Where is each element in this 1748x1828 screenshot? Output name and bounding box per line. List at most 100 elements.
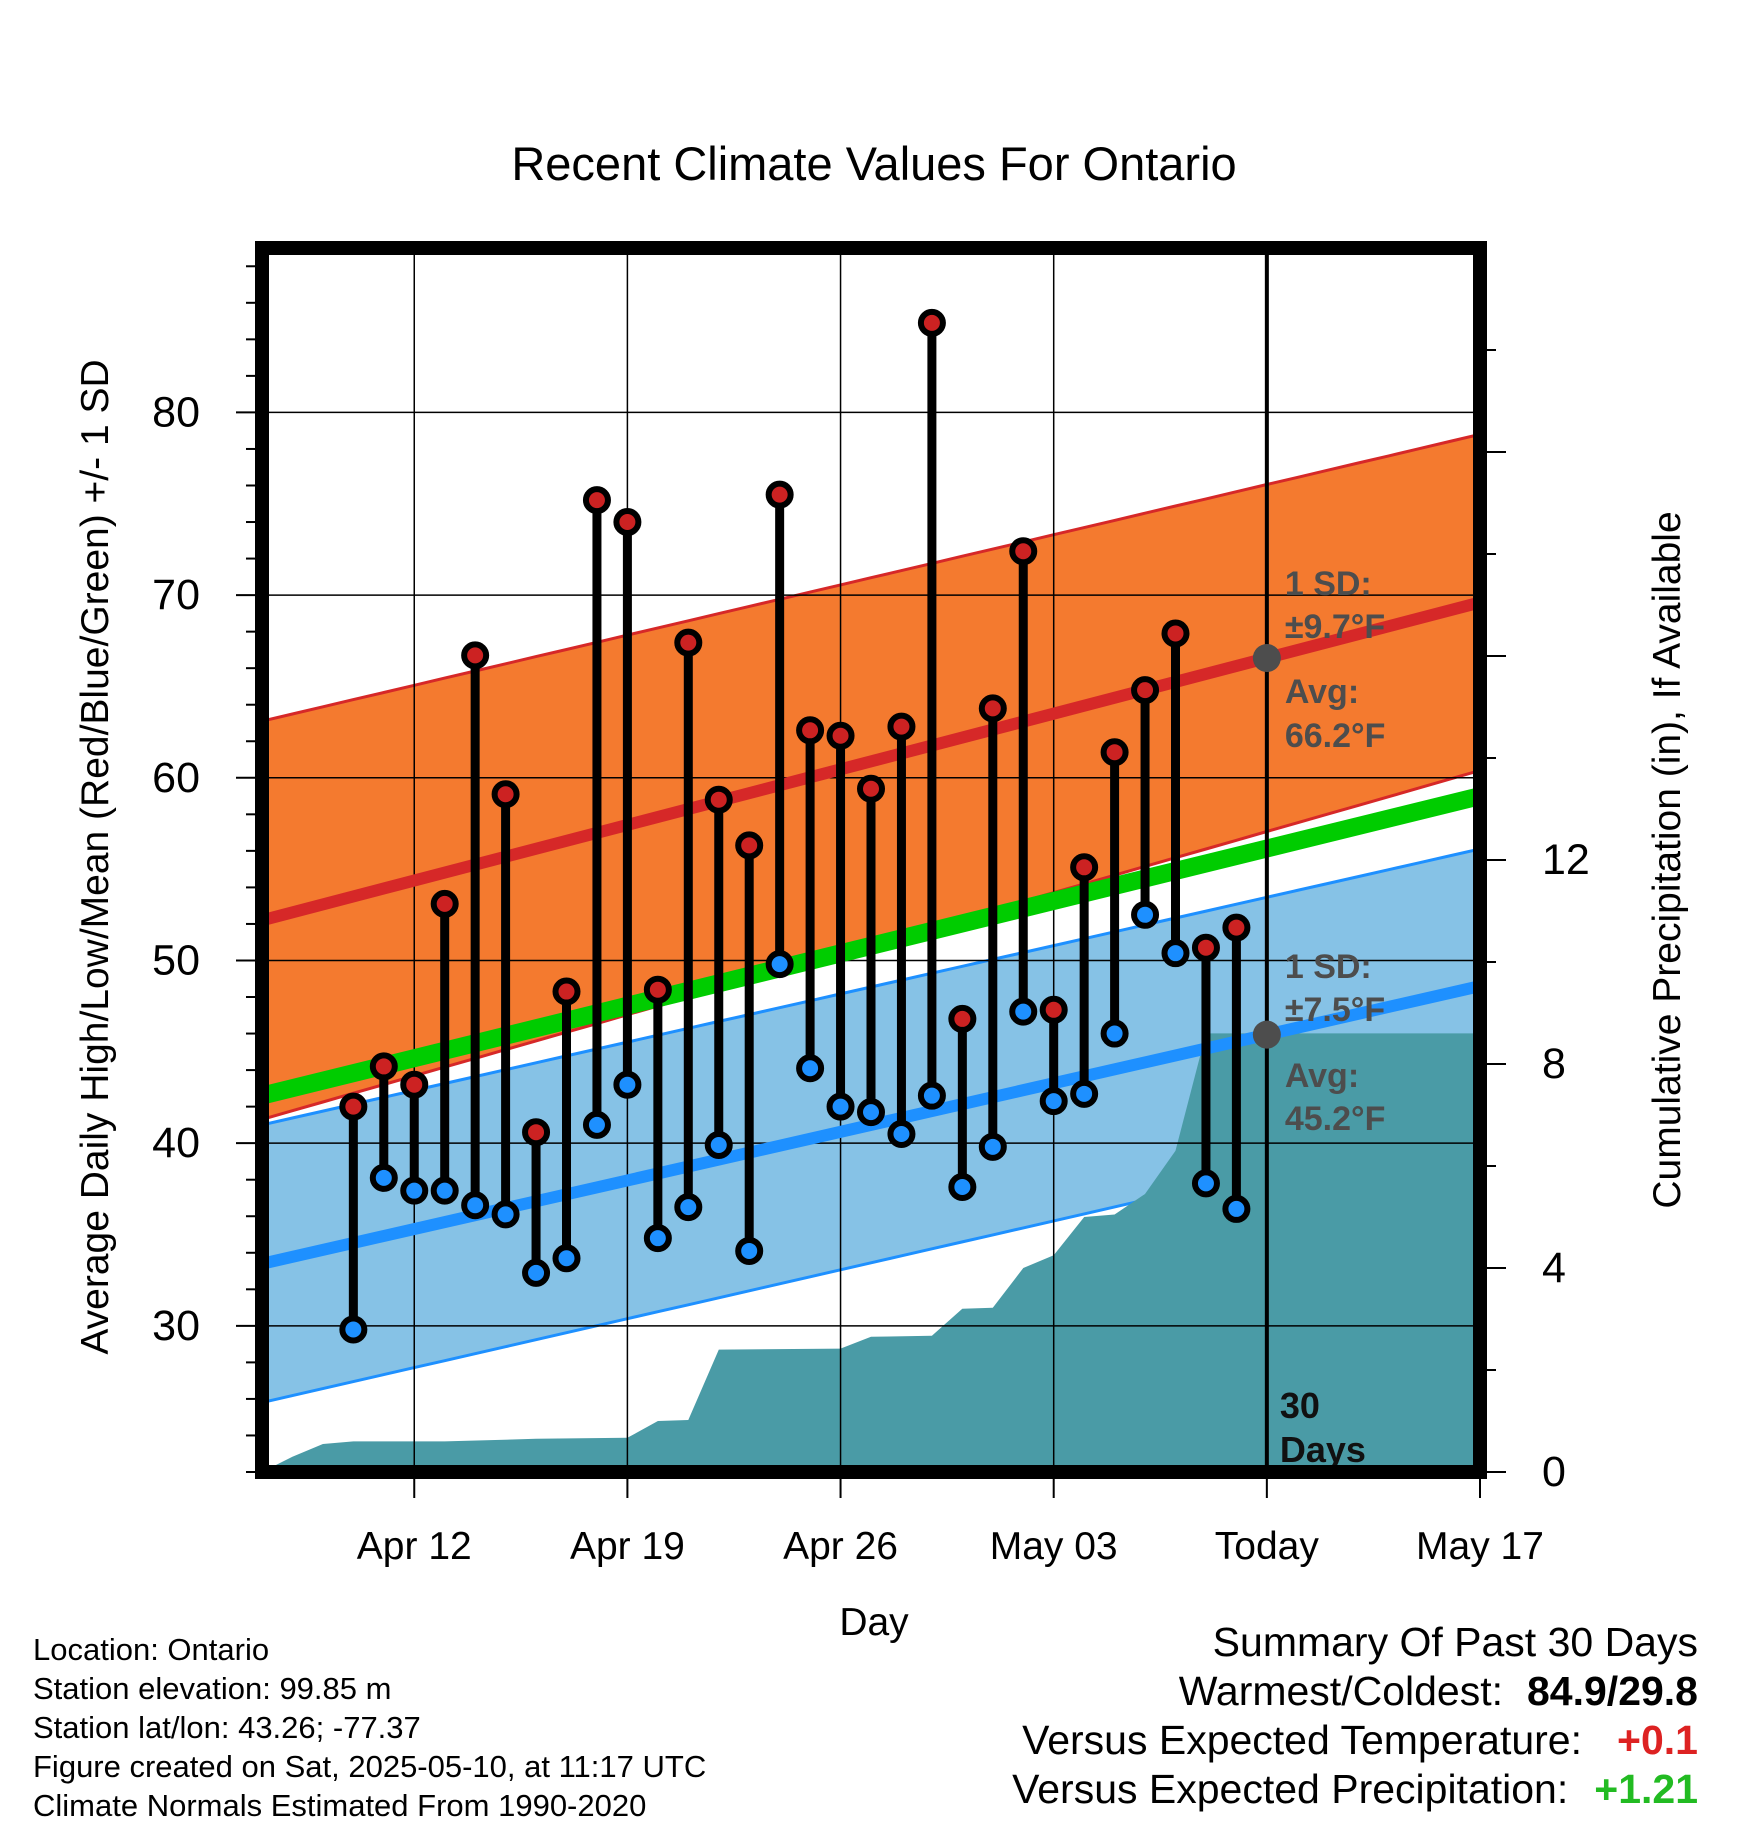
daily-low-point bbox=[978, 1132, 1007, 1161]
daily-low-point bbox=[1039, 1087, 1068, 1116]
location-text: Location: Ontario bbox=[33, 1632, 270, 1667]
y-left-tick-label: 70 bbox=[152, 571, 200, 619]
x-tick-label: Apr 19 bbox=[570, 1525, 685, 1568]
plot-inner: 1 SD: ±9.7°F Avg: 66.2°F 1 SD: ±7.5°F Avg: 45.2… bbox=[262, 248, 1480, 1472]
chart-title: Recent Climate Values For Ontario bbox=[511, 137, 1236, 190]
daily-low-point bbox=[917, 1081, 946, 1110]
daily-high-point bbox=[674, 628, 703, 657]
high-avg-label: Avg: bbox=[1285, 673, 1359, 711]
daily-low-point bbox=[491, 1200, 520, 1229]
daily-low-point bbox=[826, 1092, 855, 1121]
y-left-tick-label: 60 bbox=[152, 754, 200, 802]
high-sd-label: 1 SD: bbox=[1285, 565, 1372, 603]
warmest-coldest-label: Warmest/Coldest: bbox=[1178, 1668, 1503, 1714]
station-metadata: Location: Ontario Station elevation: 99.… bbox=[33, 1630, 706, 1825]
y-right-tick-label: 4 bbox=[1542, 1244, 1566, 1292]
normal-high-band-upper-edge bbox=[262, 432, 1480, 723]
precip-anomaly-value: +1.21 bbox=[1594, 1766, 1698, 1812]
y-right-tick-label: 0 bbox=[1542, 1448, 1566, 1496]
y-left-tick-label: 50 bbox=[152, 936, 200, 984]
high-sd-value: ±9.7°F bbox=[1285, 608, 1385, 646]
daily-low-point bbox=[582, 1110, 611, 1139]
plot-frame bbox=[255, 241, 1487, 1479]
daily-low-point bbox=[369, 1163, 398, 1192]
daily-low-point bbox=[796, 1054, 825, 1083]
daily-high-point bbox=[1100, 738, 1129, 767]
daily-low-point bbox=[1070, 1079, 1099, 1108]
daily-low-point bbox=[1191, 1169, 1220, 1198]
x-tick-label: Apr 26 bbox=[783, 1525, 898, 1568]
created-text: Figure created on Sat, 2025-05-10, at 11… bbox=[33, 1749, 707, 1784]
temp-anomaly-label: Versus Expected Temperature: bbox=[1022, 1717, 1582, 1763]
daily-high-point bbox=[826, 721, 855, 750]
daily-low-point bbox=[704, 1130, 733, 1159]
daily-high-point bbox=[369, 1052, 398, 1081]
latlon-text: Station lat/lon: 43.26; -77.37 bbox=[33, 1710, 421, 1745]
x-tick-label: May 03 bbox=[990, 1525, 1118, 1568]
daily-low-point bbox=[674, 1193, 703, 1222]
daily-low-point bbox=[339, 1315, 368, 1344]
y-left-tick-label: 30 bbox=[152, 1302, 200, 1350]
daily-high-point bbox=[857, 774, 885, 803]
daily-high-point bbox=[1222, 913, 1251, 942]
daily-high-point bbox=[1009, 537, 1038, 566]
y-axis-label-right: Cumulative Precipitation (in), If Availa… bbox=[1646, 511, 1689, 1208]
daily-high-point bbox=[1131, 676, 1160, 705]
daily-low-point bbox=[1100, 1019, 1129, 1048]
daily-low-point bbox=[522, 1258, 551, 1287]
daily-high-point bbox=[461, 641, 490, 670]
precip-anomaly-row: Versus Expected Precipitation: +1.21 bbox=[1012, 1765, 1698, 1814]
daily-high-point bbox=[765, 480, 794, 509]
daily-low-point bbox=[765, 950, 794, 979]
normals-text: Climate Normals Estimated From 1990-2020 bbox=[33, 1788, 647, 1823]
low-sd-label: 1 SD: bbox=[1285, 948, 1372, 986]
daily-low-point bbox=[552, 1244, 581, 1273]
days-window-label-number: 30 bbox=[1280, 1385, 1320, 1426]
daily-high-point bbox=[339, 1092, 368, 1121]
daily-high-point bbox=[613, 508, 642, 537]
daily-low-point bbox=[1222, 1194, 1251, 1223]
daily-high-point bbox=[1039, 995, 1068, 1024]
daily-high-point bbox=[887, 712, 916, 741]
daily-high-point bbox=[430, 889, 459, 918]
daily-high-point bbox=[400, 1070, 429, 1099]
precip-anomaly-label: Versus Expected Precipitation: bbox=[1012, 1766, 1569, 1812]
x-tick-label: Apr 12 bbox=[357, 1525, 472, 1568]
y-axis-label-left: Average Daily High/Low/Mean (Red/Blue/Gr… bbox=[74, 359, 117, 1354]
daily-low-point bbox=[400, 1176, 429, 1205]
daily-low-point bbox=[1009, 997, 1038, 1026]
temp-anomaly-row: Versus Expected Temperature: +0.1 bbox=[1012, 1716, 1698, 1765]
low-sd-value: ±7.5°F bbox=[1285, 991, 1385, 1029]
daily-high-point bbox=[735, 831, 764, 860]
x-axis-label: Day bbox=[839, 1601, 909, 1644]
daily-low-point bbox=[948, 1173, 977, 1202]
daily-low-point bbox=[430, 1176, 459, 1205]
y-left-tick-label: 40 bbox=[152, 1119, 200, 1167]
daily-high-point bbox=[796, 716, 825, 745]
daily-low-point bbox=[643, 1224, 672, 1253]
daily-high-point bbox=[522, 1118, 551, 1147]
daily-high-point bbox=[948, 1004, 977, 1033]
x-tick-label: May 17 bbox=[1416, 1525, 1544, 1568]
low-avg-value: 45.2°F bbox=[1285, 1100, 1386, 1138]
daily-high-point bbox=[1070, 853, 1099, 882]
daily-low-point bbox=[613, 1070, 642, 1099]
elevation-text: Station elevation: 99.85 m bbox=[33, 1671, 392, 1706]
daily-low-point bbox=[857, 1098, 885, 1127]
daily-low-point bbox=[461, 1191, 490, 1220]
daily-high-point bbox=[917, 308, 946, 337]
y-right-tick-label: 8 bbox=[1542, 1040, 1566, 1088]
daily-high-point bbox=[1161, 619, 1190, 648]
today-high-normal-dot bbox=[1252, 644, 1281, 673]
plot-area: 1 SD: ±9.7°F Avg: 66.2°F 1 SD: ±7.5°F Avg: 45.2… bbox=[152, 241, 1590, 1568]
warmest-coldest-value: 84.9/29.8 bbox=[1527, 1668, 1698, 1714]
y-right-tick-label: 12 bbox=[1542, 836, 1590, 884]
x-tick-label: Today bbox=[1215, 1525, 1320, 1568]
daily-high-point bbox=[552, 977, 581, 1006]
days-window-label-text: Days bbox=[1280, 1429, 1366, 1470]
daily-low-point bbox=[1161, 939, 1190, 968]
high-avg-value: 66.2°F bbox=[1285, 717, 1386, 755]
daily-low-point bbox=[1131, 900, 1160, 929]
daily-high-point bbox=[978, 694, 1007, 723]
